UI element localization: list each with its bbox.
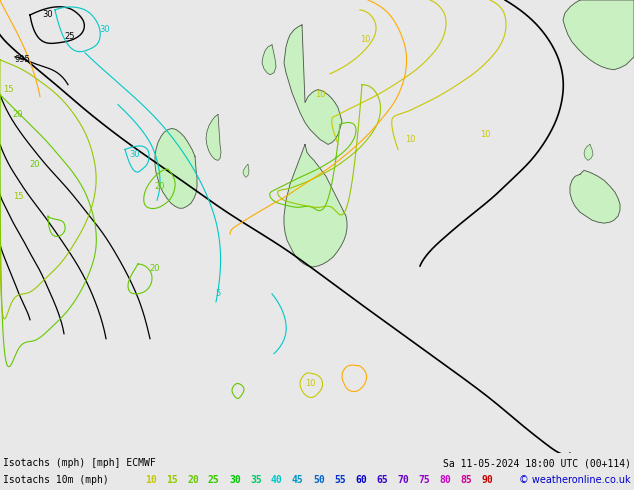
- Polygon shape: [262, 45, 276, 74]
- Text: 15: 15: [13, 192, 23, 201]
- Text: 20: 20: [13, 110, 23, 119]
- Text: 20: 20: [30, 160, 40, 169]
- Text: 30: 30: [42, 10, 53, 20]
- Text: 15: 15: [166, 475, 178, 485]
- Text: 60: 60: [355, 475, 366, 485]
- Text: 10: 10: [145, 475, 157, 485]
- Text: 80: 80: [439, 475, 451, 485]
- Text: 85: 85: [460, 475, 472, 485]
- Text: Isotachs (mph) [mph] ECMWF: Isotachs (mph) [mph] ECMWF: [3, 458, 156, 468]
- Polygon shape: [563, 0, 634, 70]
- Text: 50: 50: [313, 475, 325, 485]
- Polygon shape: [243, 164, 249, 177]
- Text: 20: 20: [187, 475, 198, 485]
- Polygon shape: [284, 145, 347, 267]
- Polygon shape: [206, 115, 221, 160]
- Polygon shape: [570, 171, 620, 223]
- Text: 45: 45: [292, 475, 304, 485]
- Text: 10: 10: [305, 379, 315, 388]
- Polygon shape: [155, 128, 197, 208]
- Text: 75: 75: [418, 475, 430, 485]
- Text: 10: 10: [404, 135, 415, 144]
- Text: 20: 20: [150, 265, 160, 273]
- Text: 40: 40: [271, 475, 283, 485]
- Text: Sa 11-05-2024 18:00 UTC (00+114): Sa 11-05-2024 18:00 UTC (00+114): [443, 458, 631, 468]
- Text: 995: 995: [14, 55, 30, 64]
- Text: 55: 55: [334, 475, 346, 485]
- Text: 30: 30: [100, 25, 110, 34]
- Text: 35: 35: [250, 475, 262, 485]
- Text: 15: 15: [3, 85, 13, 94]
- Text: 70: 70: [397, 475, 409, 485]
- Text: 65: 65: [376, 475, 388, 485]
- Text: 25: 25: [65, 32, 75, 41]
- Text: 10: 10: [480, 130, 490, 139]
- Text: Isotachs 10m (mph): Isotachs 10m (mph): [3, 475, 109, 485]
- Polygon shape: [584, 145, 593, 160]
- Text: 30: 30: [229, 475, 241, 485]
- Text: 25: 25: [208, 475, 220, 485]
- Text: 30: 30: [130, 150, 140, 159]
- Text: 10: 10: [314, 90, 325, 99]
- Text: 90: 90: [481, 475, 493, 485]
- Text: 5: 5: [216, 290, 221, 298]
- Text: © weatheronline.co.uk: © weatheronline.co.uk: [519, 475, 631, 485]
- Text: 20: 20: [155, 182, 165, 191]
- Polygon shape: [284, 25, 342, 145]
- Text: 10: 10: [359, 35, 370, 45]
